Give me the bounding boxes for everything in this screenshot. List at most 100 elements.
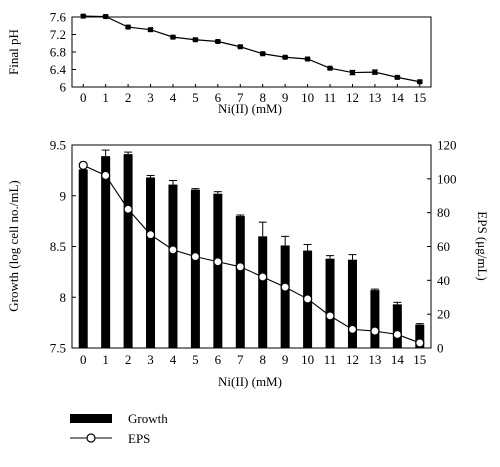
eps-y-axis-label: EPS (μg/mL) — [475, 211, 490, 280]
growth-x-tick-label: 8 — [259, 352, 266, 367]
growth-x-tick-label: 12 — [346, 352, 359, 367]
eps-line — [82, 164, 420, 344]
ph-series — [80, 13, 423, 85]
ph-x-axis-label: Ni(II) (mM) — [218, 101, 282, 116]
growth-y-tick-label: 8 — [60, 290, 67, 305]
ph-point — [372, 69, 378, 75]
eps-series — [78, 160, 425, 348]
ph-point — [237, 44, 243, 50]
eps-y-tick-label: 60 — [437, 239, 450, 254]
legend: Growth EPS — [70, 411, 168, 446]
growth-bar — [370, 290, 380, 348]
ph-x-tick-label: 11 — [324, 90, 337, 105]
ph-point — [305, 56, 311, 62]
ph-point — [394, 74, 400, 80]
ph-point — [80, 13, 86, 19]
growth-y-tick-label: 9 — [60, 188, 67, 203]
eps-point — [168, 245, 178, 255]
ph-point — [282, 54, 288, 60]
ph-y-ticks: 6 6.4 6.8 7.2 7.6 — [50, 10, 76, 95]
growth-y-ticks: 7.5 8 8.5 9 9.5 — [50, 138, 76, 356]
ph-point — [417, 79, 423, 85]
growth-x-tick-label: 4 — [170, 352, 177, 367]
eps-y-tick-label: 120 — [437, 138, 457, 153]
ph-line — [83, 15, 420, 83]
growth-bar — [78, 169, 88, 348]
growth-bar — [415, 324, 425, 348]
ph-x-ticks: 0 1 2 3 4 5 6 7 8 9 10 11 12 13 14 15 — [80, 84, 426, 105]
eps-point — [78, 160, 88, 170]
growth-y-tick-label: 8.5 — [50, 239, 66, 254]
growth-bar — [325, 258, 335, 348]
growth-x-tick-label: 3 — [147, 352, 154, 367]
ph-point — [349, 70, 355, 76]
ph-point — [125, 24, 131, 30]
growth-bar — [347, 259, 357, 348]
eps-y-tick-label: 0 — [437, 341, 444, 356]
growth-x-tick-label: 0 — [80, 352, 87, 367]
ph-x-tick-label: 0 — [80, 90, 87, 105]
growth-bar — [392, 304, 402, 348]
ph-point — [215, 39, 221, 44]
growth-bar — [123, 154, 133, 348]
eps-point — [392, 329, 402, 340]
eps-point — [145, 230, 156, 240]
growth-x-tick-label: 15 — [413, 352, 426, 367]
legend-eps-marker — [86, 433, 96, 443]
growth-x-axis-label: Ni(II) (mM) — [218, 374, 282, 389]
eps-point — [325, 311, 335, 321]
ph-x-tick-label: 6 — [215, 90, 222, 105]
ph-y-tick-label: 6 — [60, 80, 67, 95]
ph-x-tick-label: 4 — [170, 90, 177, 105]
eps-y-tick-label: 80 — [437, 205, 450, 220]
ph-y-axis-label: Final pH — [6, 29, 21, 75]
eps-point — [123, 204, 133, 214]
growth-y-tick-label: 9.5 — [50, 138, 66, 153]
growth-x-tick-label: 2 — [125, 352, 132, 367]
ph-point — [260, 51, 266, 57]
growth-x-tick-label: 5 — [192, 352, 199, 367]
ph-point — [170, 34, 176, 40]
ph-x-tick-label: 9 — [282, 90, 289, 105]
growth-x-tick-label: 6 — [215, 352, 222, 367]
growth-bar — [146, 177, 156, 348]
eps-point — [235, 262, 245, 272]
growth-eps-chart: 0 1 2 3 4 5 6 7 8 9 10 11 12 13 14 15 7.588.599.5 02040… — [6, 138, 490, 390]
growth-x-tick-label: 9 — [282, 352, 289, 367]
growth-bar — [213, 193, 223, 348]
ph-x-tick-label: 12 — [346, 90, 359, 105]
ph-point — [192, 37, 198, 43]
ph-y-tick-label: 7.2 — [50, 27, 66, 42]
growth-bars — [78, 149, 425, 348]
eps-point — [280, 282, 290, 292]
eps-point — [101, 170, 111, 181]
growth-x-ticks: 0 1 2 3 4 5 6 7 8 9 10 11 12 13 14 15 — [80, 345, 426, 367]
eps-point — [347, 324, 358, 334]
growth-x-tick-label: 7 — [237, 352, 244, 367]
legend-growth-swatch — [70, 414, 112, 423]
ph-y-tick-label: 6.4 — [50, 62, 67, 77]
eps-y-tick-label: 20 — [437, 307, 450, 322]
growth-x-tick-label: 14 — [391, 352, 405, 367]
growth-bar — [235, 216, 245, 348]
growth-bar — [280, 245, 290, 348]
growth-x-tick-label: 11 — [324, 352, 337, 367]
ph-x-tick-label: 1 — [102, 90, 109, 105]
ph-x-tick-label: 7 — [237, 90, 244, 105]
ph-y-tick-label: 6.8 — [50, 45, 66, 60]
growth-y-tick-label: 7.5 — [50, 341, 66, 356]
ph-y-tick-label: 7.6 — [50, 10, 67, 25]
ph-x-tick-label: 8 — [259, 90, 266, 105]
ph-point — [148, 27, 154, 33]
growth-bar — [190, 189, 200, 348]
growth-x-tick-label: 1 — [102, 352, 109, 367]
growth-x-tick-label: 10 — [301, 352, 314, 367]
ph-x-tick-label: 15 — [413, 90, 426, 105]
ph-x-tick-label: 10 — [301, 90, 314, 105]
ph-point — [103, 14, 109, 20]
growth-bar — [101, 156, 111, 348]
growth-y-axis-label: Growth (log cell no./mL) — [6, 180, 21, 311]
ph-x-tick-label: 3 — [147, 90, 154, 105]
ph-x-tick-label: 13 — [368, 90, 381, 105]
